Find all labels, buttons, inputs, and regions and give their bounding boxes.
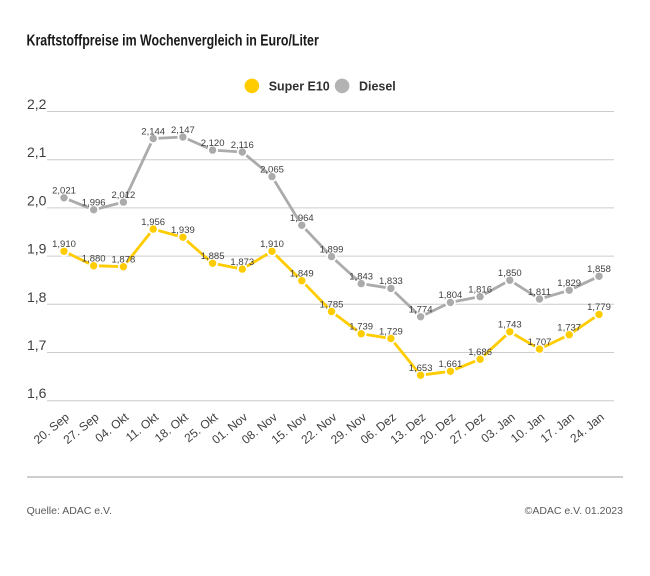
svg-text:1,7: 1,7 (27, 337, 47, 353)
svg-text:1,811: 1,811 (528, 287, 551, 298)
svg-text:1,707: 1,707 (528, 337, 552, 348)
svg-text:1,899: 1,899 (320, 244, 344, 255)
svg-text:1,661: 1,661 (439, 359, 463, 370)
svg-text:1,939: 1,939 (171, 225, 195, 236)
svg-text:Quelle: ADAC e.V.: Quelle: ADAC e.V. (27, 505, 112, 517)
svg-text:1,739: 1,739 (349, 322, 373, 333)
svg-text:1,653: 1,653 (409, 363, 433, 374)
svg-text:2,1: 2,1 (27, 144, 47, 160)
svg-text:1,774: 1,774 (409, 305, 433, 316)
svg-text:1,880: 1,880 (82, 254, 106, 265)
svg-text:Kraftstoffpreise im Wochenverg: Kraftstoffpreise im Wochenvergleich in E… (27, 32, 320, 50)
svg-text:1,878: 1,878 (112, 255, 136, 266)
svg-text:1,833: 1,833 (379, 276, 403, 287)
svg-text:1,743: 1,743 (498, 320, 522, 331)
svg-text:1,910: 1,910 (52, 239, 76, 250)
svg-text:1,816: 1,816 (468, 284, 492, 295)
svg-text:1,829: 1,829 (557, 278, 581, 289)
svg-text:1,8: 1,8 (27, 289, 47, 305)
svg-text:2,021: 2,021 (52, 186, 76, 197)
svg-text:1,849: 1,849 (290, 269, 314, 280)
svg-text:1,885: 1,885 (201, 251, 225, 262)
svg-text:2,065: 2,065 (260, 164, 284, 175)
svg-text:Super E10: Super E10 (269, 78, 330, 93)
svg-text:1,964: 1,964 (290, 213, 314, 224)
svg-text:2,0: 2,0 (27, 192, 47, 208)
svg-text:2,120: 2,120 (201, 138, 225, 149)
svg-text:Diesel: Diesel (359, 78, 396, 93)
svg-text:1,9: 1,9 (27, 241, 47, 257)
svg-text:1,686: 1,686 (468, 347, 492, 358)
svg-text:1,956: 1,956 (141, 217, 165, 228)
svg-text:1,858: 1,858 (587, 264, 611, 275)
svg-text:2,2: 2,2 (27, 96, 47, 112)
svg-text:1,804: 1,804 (439, 290, 463, 301)
svg-text:2,116: 2,116 (231, 140, 254, 151)
svg-text:1,779: 1,779 (587, 302, 611, 313)
svg-text:2,144: 2,144 (141, 126, 165, 137)
svg-text:2,147: 2,147 (171, 125, 195, 136)
svg-text:1,910: 1,910 (260, 239, 284, 250)
svg-text:1,843: 1,843 (349, 271, 373, 282)
svg-text:1,873: 1,873 (230, 257, 254, 268)
svg-text:1,850: 1,850 (498, 268, 522, 279)
svg-text:1,729: 1,729 (379, 326, 403, 337)
svg-text:1,6: 1,6 (27, 385, 47, 401)
svg-text:1,737: 1,737 (557, 323, 581, 334)
svg-text:1,785: 1,785 (320, 299, 344, 310)
svg-text:©ADAC e.V. 01.2023: ©ADAC e.V. 01.2023 (525, 505, 624, 517)
svg-text:1,996: 1,996 (82, 198, 106, 209)
svg-text:2,012: 2,012 (112, 190, 136, 201)
